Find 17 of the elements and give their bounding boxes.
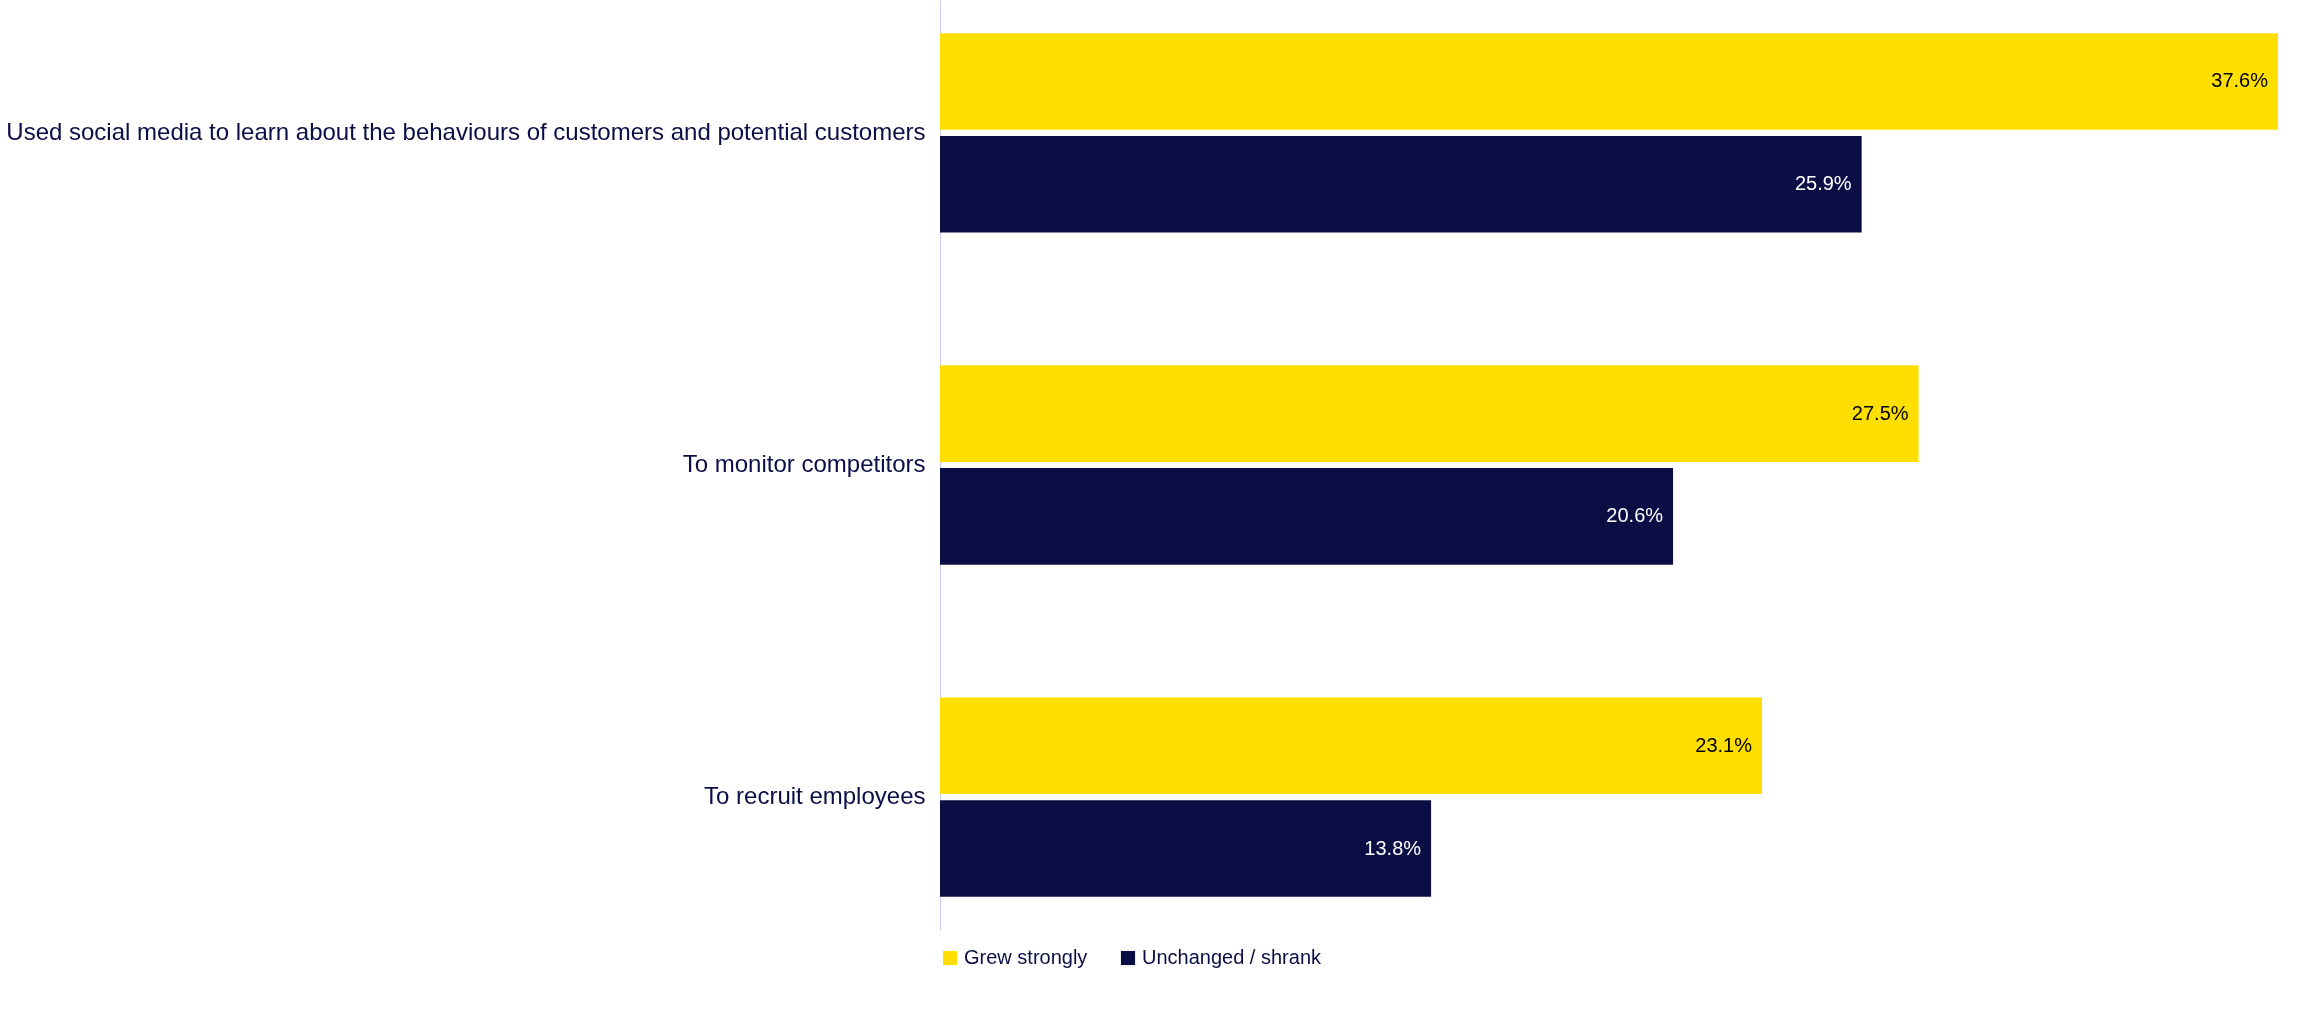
bar bbox=[940, 33, 2278, 130]
legend-label: Grew strongly bbox=[964, 946, 1088, 968]
y-tick-label: To monitor competitors bbox=[682, 450, 926, 477]
bar bbox=[940, 365, 1919, 462]
data-label: 20.6% bbox=[1606, 504, 1664, 527]
data-label: 25.9% bbox=[1794, 172, 1852, 195]
data-label: 37.6% bbox=[2211, 69, 2269, 92]
bar bbox=[940, 135, 1862, 233]
data-label: 23.1% bbox=[1695, 733, 1753, 756]
data-label: 27.5% bbox=[1851, 401, 1909, 424]
bar bbox=[940, 468, 1674, 565]
data-label: 13.8% bbox=[1364, 836, 1422, 859]
legend-label: Unchanged / shrank bbox=[1142, 946, 1322, 968]
y-tick-label: Used social media to learn about the behaviours of customers and potential customers bbox=[6, 117, 926, 145]
bar bbox=[940, 800, 1432, 897]
y-tick-label: To recruit employees bbox=[704, 782, 926, 810]
bar bbox=[940, 697, 1763, 795]
